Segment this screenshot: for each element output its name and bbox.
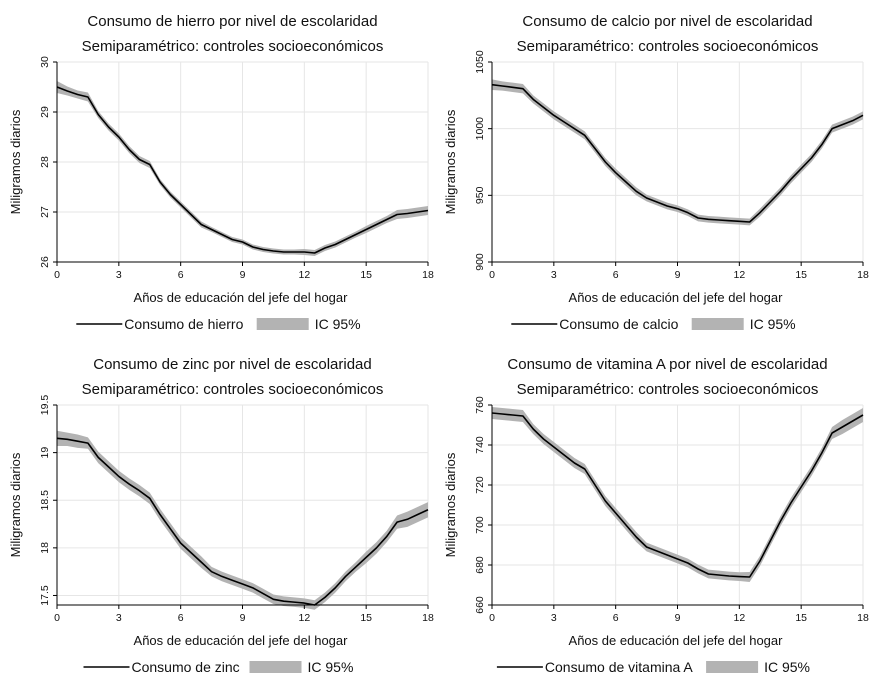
- ci-band: [57, 430, 428, 610]
- x-tick-label: 6: [613, 612, 619, 624]
- y-tick-label: 28: [39, 156, 51, 168]
- y-tick-label: 740: [474, 436, 486, 454]
- legend-label-line: Consumo de hierro: [124, 316, 243, 332]
- y-tick-label: 18: [39, 542, 51, 554]
- x-tick-label: 12: [298, 612, 310, 624]
- y-tick-label: 19: [39, 447, 51, 459]
- x-tick-label: 6: [178, 269, 184, 281]
- y-tick-label: 18.5: [39, 490, 51, 511]
- legend-label-band: IC 95%: [750, 316, 796, 332]
- y-axis-label: Miligramos diarios: [443, 109, 458, 214]
- x-tick-label: 3: [116, 269, 122, 281]
- y-tick-label: 760: [474, 396, 486, 414]
- chart-title: Consumo de calcio por nivel de escolarid…: [522, 13, 812, 30]
- x-tick-label: 6: [178, 612, 184, 624]
- y-tick-label: 30: [39, 56, 51, 68]
- x-axis-label: Años de educación del jefe del hogar: [569, 290, 784, 305]
- chart-title: Consumo de zinc por nivel de escolaridad: [93, 356, 372, 373]
- x-tick-label: 3: [551, 612, 557, 624]
- y-axis-label: Miligramos diarios: [8, 109, 23, 214]
- y-tick-label: 680: [474, 556, 486, 574]
- x-tick-label: 18: [422, 269, 434, 281]
- series-line: [56, 86, 429, 254]
- chart-panel-calcio: Consumo de calcio por nivel de escolarid…: [435, 0, 869, 342]
- chart-subtitle: Semiparamétrico: controles socioeconómic…: [82, 381, 384, 398]
- x-tick-label: 0: [54, 269, 60, 281]
- chart-subtitle: Semiparamétrico: controles socioeconómic…: [517, 38, 819, 55]
- x-axis-label: Años de educación del jefe del hogar: [134, 633, 349, 648]
- x-tick-label: 0: [489, 269, 495, 281]
- legend-label-line: Consumo de zinc: [132, 659, 240, 675]
- chart-panel-hierro: Consumo de hierro por nivel de escolarid…: [0, 0, 434, 342]
- y-tick-label: 26: [39, 256, 51, 268]
- x-tick-label: 3: [551, 269, 557, 281]
- y-axis-label: Miligramos diarios: [443, 452, 458, 557]
- chart-svg: Consumo de calcio por nivel de escolarid…: [443, 13, 869, 332]
- x-tick-label: 3: [116, 612, 122, 624]
- y-tick-label: 900: [474, 253, 486, 271]
- legend: Consumo de zinc IC 95%: [83, 659, 354, 675]
- y-tick-label: 29: [39, 106, 51, 118]
- legend-label-band: IC 95%: [315, 316, 361, 332]
- x-tick-label: 15: [795, 269, 807, 281]
- legend-band-swatch: [691, 318, 744, 330]
- x-tick-label: 9: [240, 269, 246, 281]
- legend-band-swatch: [256, 318, 309, 330]
- legend: Consumo de calcio IC 95%: [511, 316, 796, 332]
- y-tick-label: 1000: [474, 117, 486, 141]
- x-tick-label: 12: [298, 269, 310, 281]
- y-tick-label: 27: [39, 206, 51, 218]
- chart-title: Consumo de hierro por nivel de escolarid…: [87, 13, 377, 30]
- x-tick-label: 18: [422, 612, 434, 624]
- y-tick-label: 19.5: [39, 395, 51, 416]
- chart-subtitle: Semiparamétrico: controles socioeconómic…: [82, 38, 384, 55]
- y-tick-label: 950: [474, 186, 486, 204]
- legend: Consumo de vitamina A IC 95%: [496, 659, 810, 675]
- y-tick-label: 660: [474, 596, 486, 614]
- x-tick-label: 0: [489, 612, 495, 624]
- chart-svg: Consumo de vitamina A por nivel de escol…: [443, 356, 869, 675]
- legend-band-swatch: [706, 661, 759, 673]
- y-tick-label: 700: [474, 516, 486, 534]
- chart-title: Consumo de vitamina A por nivel de escol…: [507, 356, 827, 373]
- x-tick-label: 15: [795, 612, 807, 624]
- legend-label-band: IC 95%: [308, 659, 354, 675]
- y-axis-label: Miligramos diarios: [8, 452, 23, 557]
- legend-label-line: Consumo de calcio: [559, 316, 678, 332]
- chart-panel-vitamina-a: Consumo de vitamina A por nivel de escol…: [435, 343, 869, 685]
- x-tick-label: 12: [733, 612, 745, 624]
- series-line: [491, 83, 864, 223]
- x-tick-label: 15: [360, 269, 372, 281]
- chart-panel-zinc: Consumo de zinc por nivel de escolaridad…: [0, 343, 434, 685]
- ci-band: [492, 407, 863, 582]
- chart-svg: Consumo de hierro por nivel de escolarid…: [8, 13, 434, 332]
- x-tick-label: 12: [733, 269, 745, 281]
- series-line: [56, 437, 429, 606]
- y-tick-label: 1050: [474, 50, 486, 74]
- x-axis-label: Años de educación del jefe del hogar: [134, 290, 349, 305]
- x-tick-label: 18: [857, 612, 869, 624]
- x-tick-label: 15: [360, 612, 372, 624]
- x-tick-label: 9: [675, 269, 681, 281]
- x-tick-label: 6: [613, 269, 619, 281]
- y-tick-label: 17.5: [39, 585, 51, 606]
- legend: Consumo de hierro IC 95%: [76, 316, 361, 332]
- x-tick-label: 0: [54, 612, 60, 624]
- series-line: [491, 412, 864, 578]
- legend-band-swatch: [249, 661, 302, 673]
- y-tick-label: 720: [474, 476, 486, 494]
- x-tick-label: 18: [857, 269, 869, 281]
- legend-label-line: Consumo de vitamina A: [545, 659, 694, 675]
- x-tick-label: 9: [675, 612, 681, 624]
- chart-subtitle: Semiparamétrico: controles socioeconómic…: [517, 381, 819, 398]
- x-tick-label: 9: [240, 612, 246, 624]
- legend-label-band: IC 95%: [764, 659, 810, 675]
- x-axis-label: Años de educación del jefe del hogar: [569, 633, 784, 648]
- chart-svg: Consumo de zinc por nivel de escolaridad…: [8, 356, 434, 675]
